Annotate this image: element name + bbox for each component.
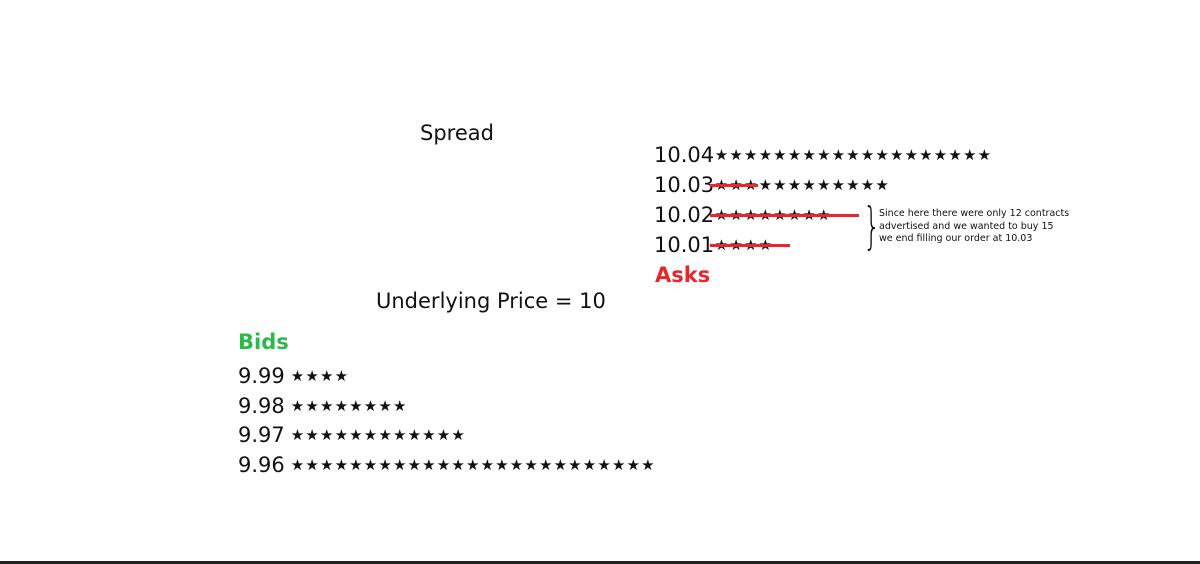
filled-strike-line	[710, 214, 859, 217]
contract-star: ★	[802, 146, 816, 164]
contract-star: ★	[305, 367, 319, 385]
contract-star: ★	[962, 146, 977, 164]
contract-star: ★	[904, 146, 919, 164]
contract-star: ★	[290, 396, 305, 415]
contract-star: ★	[378, 426, 392, 444]
contract-star: ★	[626, 455, 641, 474]
contract-star: ★	[773, 176, 787, 194]
contract-star: ★	[919, 146, 933, 164]
contract-star: ★	[334, 426, 349, 444]
contract-star: ★	[407, 455, 422, 474]
annotation-note: Since here there were only 12 contracts …	[879, 208, 1069, 246]
contract-star: ★	[378, 455, 392, 474]
contract-star: ★	[729, 146, 743, 164]
contract-star: ★	[714, 146, 729, 164]
contract-star: ★	[436, 455, 451, 474]
contract-star: ★	[641, 455, 655, 474]
contract-star: ★	[846, 176, 860, 194]
underlying-price-label: Underlying Price = 10	[376, 289, 606, 313]
note-line: Since here there were only 12 contracts	[879, 208, 1070, 219]
price-level: 9.98	[238, 393, 285, 418]
price-level: 10.02	[654, 203, 715, 227]
contract-star: ★	[538, 455, 553, 474]
note-line: advertised and we wanted to buy 15	[879, 220, 1054, 232]
contract-star: ★	[305, 426, 319, 444]
contract-star: ★	[524, 455, 538, 474]
contract-star: ★	[349, 396, 363, 415]
contract-star: ★	[933, 146, 948, 164]
contract-star: ★	[977, 146, 992, 164]
contract-star: ★	[480, 455, 495, 474]
contract-star: ★	[290, 367, 305, 385]
contract-star: ★	[611, 455, 626, 474]
contract-star: ★	[407, 426, 422, 444]
contract-star: ★	[465, 455, 480, 474]
contract-star: ★	[816, 176, 831, 194]
contract-star: ★	[334, 367, 349, 385]
contract-star: ★	[392, 455, 407, 474]
contract-star: ★	[889, 146, 904, 164]
contract-star: ★	[349, 426, 363, 444]
contract-star: ★	[363, 455, 378, 474]
contract-star: ★	[860, 146, 875, 164]
contract-star: ★	[787, 176, 802, 194]
contract-star: ★	[743, 146, 758, 164]
contract-star: ★	[290, 426, 305, 444]
contract-star: ★	[802, 176, 816, 194]
contract-star: ★	[451, 455, 465, 474]
contract-star: ★	[363, 426, 378, 444]
contract-star: ★	[495, 455, 509, 474]
contract-star: ★	[436, 426, 451, 444]
contract-star: ★	[392, 426, 407, 444]
contract-star: ★	[319, 396, 334, 415]
contract-star: ★	[875, 176, 889, 194]
contract-star: ★	[349, 455, 363, 474]
contract-star: ★	[948, 146, 962, 164]
contract-star: ★	[758, 176, 773, 194]
price-level: 10.04	[654, 143, 715, 167]
price-level: 9.96	[238, 452, 285, 477]
curly-brace: }	[863, 197, 881, 255]
contract-star: ★	[773, 146, 787, 164]
contract-star: ★	[422, 426, 436, 444]
contract-star: ★	[597, 455, 611, 474]
contract-star: ★	[553, 455, 568, 474]
note-line: we end filling our order at 10.03	[879, 233, 1033, 244]
contract-star: ★	[290, 455, 305, 474]
contract-star: ★	[363, 396, 378, 415]
contract-star: ★	[305, 455, 319, 474]
contract-star: ★	[860, 176, 875, 194]
contract-star: ★	[568, 455, 582, 474]
contract-star: ★	[334, 455, 349, 474]
filled-strike-line	[710, 184, 758, 187]
contract-star: ★	[422, 455, 436, 474]
contract-star: ★	[831, 176, 846, 194]
contract-star: ★	[875, 146, 889, 164]
contract-star: ★	[319, 367, 334, 385]
contract-star: ★	[392, 396, 407, 415]
price-level: 10.01	[654, 233, 715, 257]
contract-star: ★	[758, 146, 773, 164]
contract-star: ★	[831, 146, 846, 164]
contract-star: ★	[334, 396, 349, 415]
contract-star: ★	[378, 396, 392, 415]
price-level: 9.97	[238, 423, 285, 447]
price-level: 9.99	[238, 364, 285, 388]
bids-heading: Bids	[238, 330, 289, 354]
contract-star: ★	[305, 396, 319, 415]
contract-star: ★	[787, 146, 802, 164]
contract-star: ★	[816, 146, 831, 164]
filled-strike-line	[710, 244, 791, 247]
price-level: 10.03	[654, 173, 715, 197]
asks-heading: Asks	[655, 263, 711, 287]
contract-star: ★	[319, 426, 334, 444]
contract-star: ★	[319, 455, 334, 474]
spread-label: Spread	[420, 121, 494, 145]
contract-star: ★	[509, 455, 524, 474]
contract-star: ★	[582, 455, 597, 474]
contract-star: ★	[451, 426, 465, 444]
bottom-border	[0, 561, 1200, 564]
contract-star: ★	[846, 146, 860, 164]
